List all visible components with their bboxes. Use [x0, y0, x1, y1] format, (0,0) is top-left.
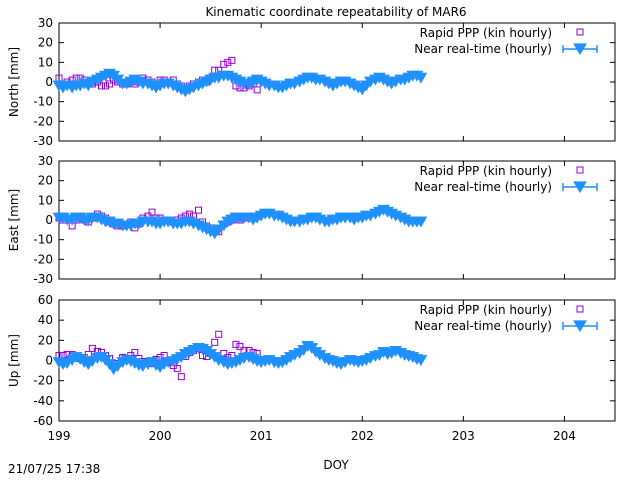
data-point: [215, 330, 223, 338]
y-tick-label: 30: [38, 16, 53, 30]
legend: Rapid PPP (kin hourly) Near real-time (ho…: [414, 26, 598, 56]
chart-title: Kinematic coordinate repeatability of MA…: [205, 5, 466, 19]
legend-label: Near real-time (hourly): [414, 42, 552, 56]
panel-east: -30 -20 -10 0 10 20 30 East [mm] Rapid PPP (kin …: [7, 154, 616, 286]
y-tick-label: -60: [33, 414, 53, 428]
x-axis-label: DOY: [323, 458, 349, 472]
legend-marker-triangle: [573, 181, 587, 194]
data-point: [102, 82, 110, 90]
data-point: [211, 338, 219, 346]
x-tick-label: 202: [351, 429, 374, 443]
y-tick-label: 20: [38, 174, 53, 188]
y-tick-label: -40: [33, 394, 53, 408]
legend-label: Rapid PPP (kin hourly): [420, 303, 552, 317]
x-tick-label: 201: [250, 429, 273, 443]
y-tick-label: 10: [38, 55, 53, 69]
data-point: [173, 365, 181, 373]
data-point: [195, 206, 203, 214]
panel-up: -60 -40 -20 0 20 40 60 199 200 201 202 203 204 Up [mm…: [7, 293, 616, 443]
legend-marker-square: [576, 166, 584, 174]
data-point: [148, 208, 156, 216]
data-point: [211, 66, 219, 74]
x-tick-label: 200: [149, 429, 172, 443]
series-near-real-time: [52, 68, 428, 98]
y-axis-label: North [mm]: [7, 47, 21, 117]
y-tick-label: -10: [33, 233, 53, 247]
y-tick-label: -10: [33, 95, 53, 109]
y-axis-label: East [mm]: [7, 189, 21, 251]
y-tick-label: -30: [33, 272, 53, 286]
x-tick-label: 199: [48, 429, 71, 443]
data-point: [224, 58, 232, 66]
data-point: [177, 373, 185, 381]
data-point: [106, 80, 114, 88]
legend-label: Near real-time (hourly): [414, 180, 552, 194]
legend-marker-square: [576, 305, 584, 313]
x-tick-label: 203: [452, 429, 475, 443]
y-tick-label: 60: [38, 293, 53, 307]
y-tick-label: 40: [38, 313, 53, 327]
panel-north: -30 -20 -10 0 10 20 30 North [mm] Rapid PPP (kin…: [7, 16, 616, 148]
data-point: [97, 82, 105, 90]
y-tick-label: 10: [38, 193, 53, 207]
legend-label: Rapid PPP (kin hourly): [420, 164, 552, 178]
data-point: [414, 72, 428, 84]
y-axis-label: Up [mm]: [7, 334, 21, 387]
legend-label: Near real-time (hourly): [414, 319, 552, 333]
data-point: [131, 348, 139, 356]
data-point: [253, 86, 261, 94]
legend-marker-square: [576, 28, 584, 36]
series-near-real-time: [52, 341, 428, 376]
y-tick-label: 20: [38, 36, 53, 50]
y-tick-label: -30: [33, 134, 53, 148]
legend-marker-triangle: [573, 320, 587, 333]
data-point: [228, 56, 236, 64]
y-tick-label: 0: [45, 354, 53, 368]
data-point: [72, 74, 80, 82]
legend-marker-triangle: [573, 43, 587, 56]
series-near-real-time: [52, 204, 428, 240]
y-tick-label: -20: [33, 252, 53, 266]
data-point: [414, 216, 428, 228]
y-tick-label: 30: [38, 154, 53, 168]
y-tick-label: -20: [33, 114, 53, 128]
y-tick-label: -20: [33, 374, 53, 388]
y-tick-label: 0: [45, 213, 53, 227]
y-tick-label: 0: [45, 75, 53, 89]
timestamp: 21/07/25 17:38: [8, 462, 101, 476]
x-tick-label: 204: [553, 429, 576, 443]
data-point: [185, 210, 193, 218]
legend: Rapid PPP (kin hourly) Near real-time (ho…: [414, 164, 598, 194]
data-point: [236, 342, 244, 350]
y-tick-label: 20: [38, 333, 53, 347]
series-rapid-ppp: [55, 330, 261, 381]
data-point: [414, 355, 428, 367]
legend: Rapid PPP (kin hourly) Near real-time (ho…: [414, 303, 598, 333]
data-point: [232, 340, 240, 348]
legend-label: Rapid PPP (kin hourly): [420, 26, 552, 40]
data-point: [220, 60, 228, 68]
